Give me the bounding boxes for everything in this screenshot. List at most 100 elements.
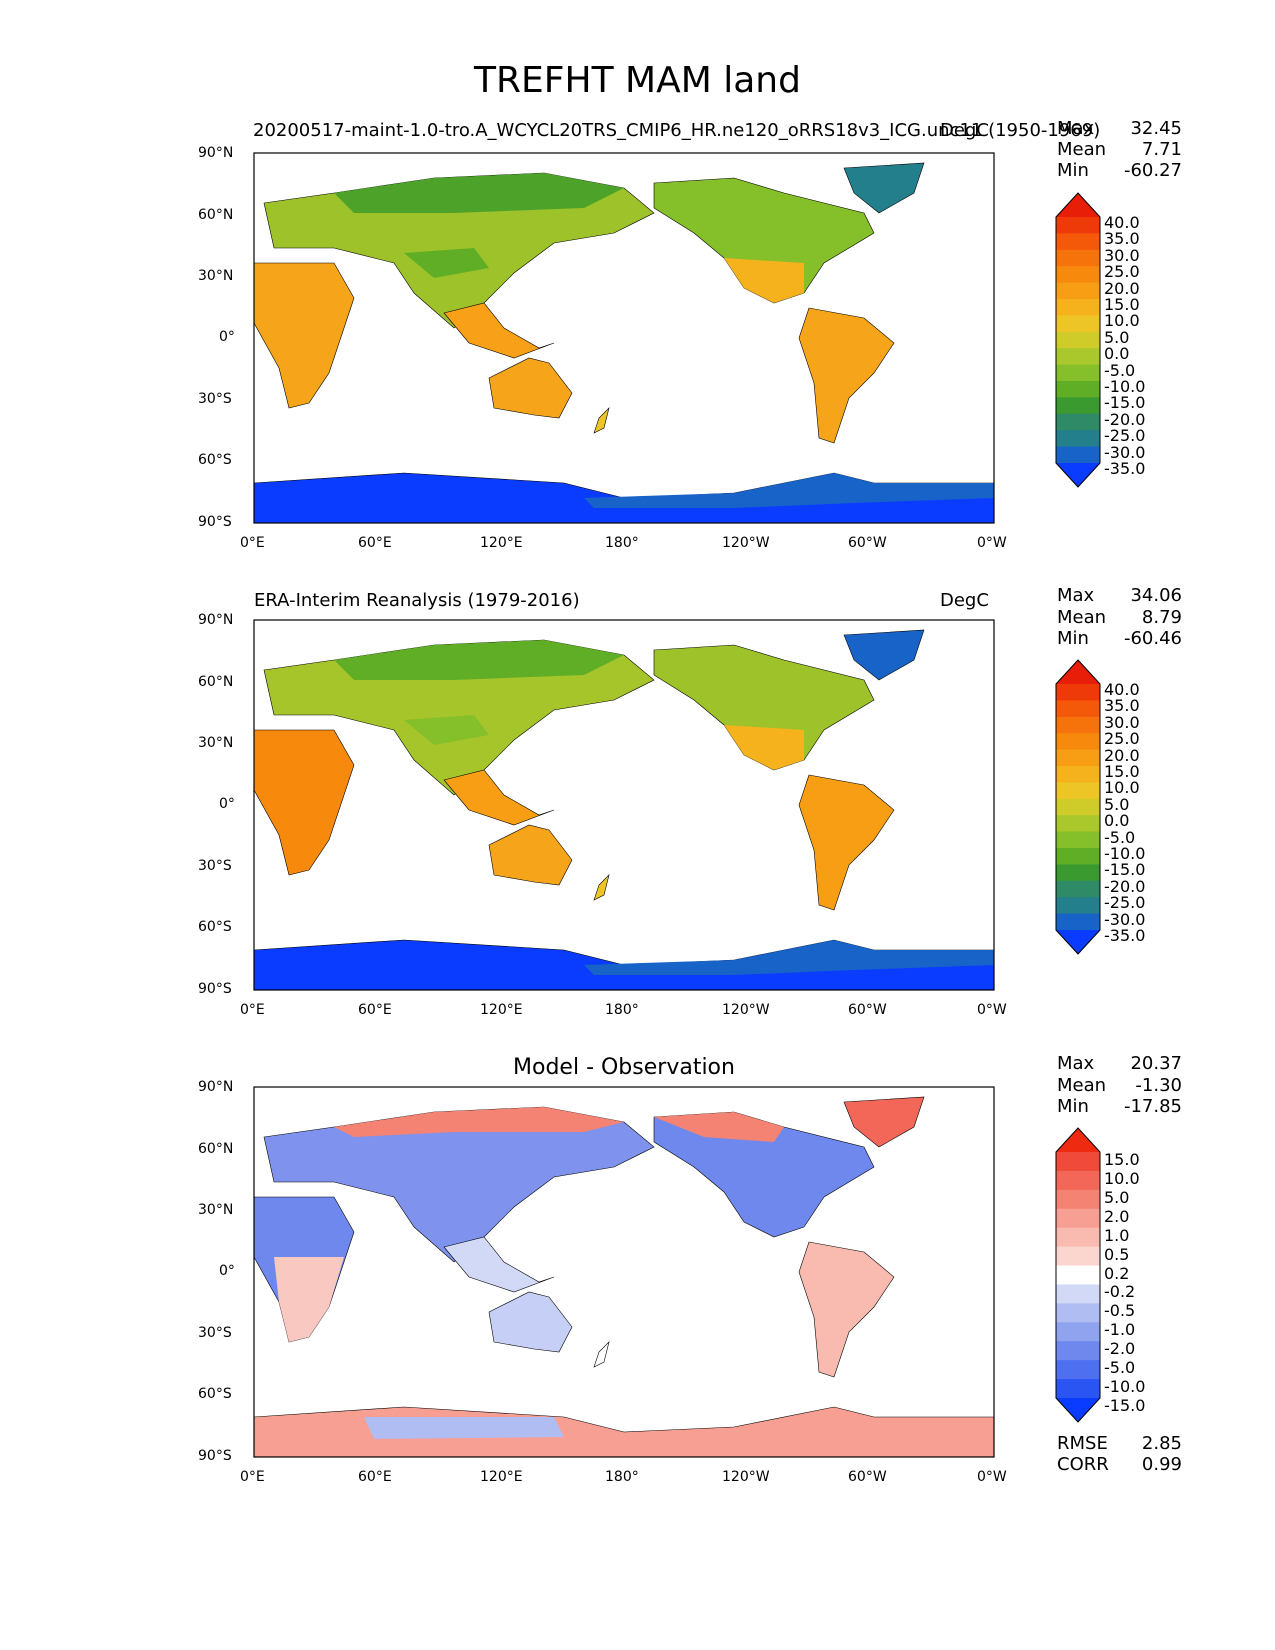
colorbar-segment bbox=[1056, 1322, 1100, 1342]
p2-lon-tick: 120°E bbox=[480, 1002, 523, 1018]
colorbar-tick-label: -25.0 bbox=[1104, 893, 1146, 913]
panel1-max-label: Max bbox=[1057, 118, 1095, 139]
colorbar-tick-label: 20.0 bbox=[1104, 745, 1140, 765]
p1-lon-tick: 60°W bbox=[848, 535, 887, 551]
colorbar-extend-top bbox=[1056, 193, 1100, 217]
panel2-units: DegC bbox=[940, 590, 989, 611]
panel3-se-asia bbox=[443, 1236, 555, 1293]
colorbar-tick-label: -35.0 bbox=[1104, 926, 1146, 945]
p3-lat-tick: 60°S bbox=[198, 1386, 232, 1402]
colorbar-tick-label: 40.0 bbox=[1104, 680, 1140, 699]
p2-lat-tick: 90°N bbox=[198, 612, 234, 628]
colorbar-tick-label: 15.0 bbox=[1104, 295, 1140, 314]
colorbar-tick-label: 1.0 bbox=[1104, 1225, 1130, 1245]
colorbar-tick-label: 0.5 bbox=[1104, 1244, 1130, 1264]
p2-lon-tick: 0°W bbox=[977, 1002, 1007, 1018]
colorbar-outline bbox=[1055, 1127, 1101, 1423]
colorbar-tick-label: 2.0 bbox=[1104, 1206, 1130, 1226]
colorbar-tick-label: 35.0 bbox=[1104, 229, 1140, 249]
p1-lon-tick: 120°W bbox=[722, 535, 770, 551]
panel3-mean-value: -1.30 bbox=[1135, 1075, 1182, 1096]
colorbar-segment bbox=[1056, 1379, 1100, 1399]
colorbar-segment bbox=[1056, 716, 1100, 734]
panel1-antarctica-coast bbox=[584, 473, 994, 508]
p1-lon-tick: 120°E bbox=[480, 535, 523, 551]
colorbar-tick-label: -30.0 bbox=[1104, 442, 1146, 462]
colorbar-tick-label: 0.2 bbox=[1104, 1263, 1130, 1283]
rmse-label: RMSE bbox=[1057, 1433, 1108, 1454]
colorbar-segment bbox=[1056, 1170, 1100, 1191]
corr-value: 0.99 bbox=[1141, 1454, 1182, 1475]
colorbar-tick-label: 25.0 bbox=[1104, 729, 1140, 749]
colorbar-segment bbox=[1056, 1284, 1100, 1304]
panel3-min-value: -17.85 bbox=[1123, 1096, 1182, 1117]
panel1-colorbar bbox=[1055, 192, 1101, 488]
colorbar-segment bbox=[1056, 749, 1100, 767]
colorbar-tick-label: -1.0 bbox=[1104, 1320, 1136, 1340]
panel1-south-america bbox=[798, 307, 895, 444]
p3-lat-tick: 30°S bbox=[198, 1325, 232, 1341]
colorbar-segment bbox=[1056, 446, 1100, 464]
panel3-australia bbox=[488, 1291, 573, 1353]
colorbar-outline bbox=[1055, 192, 1101, 488]
p3-lon-tick: 60°W bbox=[848, 1469, 887, 1485]
colorbar-extend-bottom bbox=[1056, 463, 1100, 487]
colorbar-extend-top bbox=[1056, 1128, 1100, 1152]
colorbar-tick-label: 10.0 bbox=[1104, 311, 1140, 331]
p3-lat-tick: 90°N bbox=[198, 1079, 234, 1095]
panel1-mean-value: 7.71 bbox=[1141, 139, 1182, 160]
p1-lon-tick: 180° bbox=[605, 535, 639, 551]
colorbar-segment bbox=[1056, 1152, 1100, 1172]
colorbar-tick-label: 35.0 bbox=[1104, 696, 1140, 716]
colorbar-segment bbox=[1056, 766, 1100, 783]
panel1-mean-label: Mean bbox=[1057, 139, 1107, 160]
colorbar-segment bbox=[1056, 381, 1100, 398]
rmse-value: 2.85 bbox=[1141, 1433, 1182, 1454]
colorbar-tick-label: 20.0 bbox=[1104, 278, 1140, 298]
colorbar-tick-label: 5.0 bbox=[1104, 327, 1130, 347]
colorbar-segment bbox=[1056, 913, 1100, 931]
colorbar-segment bbox=[1056, 1265, 1100, 1285]
panel2-na-south bbox=[724, 725, 804, 770]
colorbar-segment bbox=[1056, 815, 1100, 833]
colorbar-segment bbox=[1056, 684, 1100, 701]
colorbar-segment bbox=[1056, 864, 1100, 882]
colorbar-tick-label: 10.0 bbox=[1104, 1168, 1140, 1188]
panel1-title: 20200517-maint-1.0-tro.A_WCYCL20TRS_CMIP… bbox=[253, 120, 1101, 141]
p1-lat-tick: 30°N bbox=[198, 268, 234, 284]
p2-lat-tick: 60°S bbox=[198, 919, 232, 935]
colorbar-tick-label: -25.0 bbox=[1104, 426, 1146, 446]
colorbar-segment bbox=[1056, 798, 1100, 816]
colorbar-tick-label: 40.0 bbox=[1104, 213, 1140, 232]
panel1-se-asia bbox=[443, 302, 555, 359]
colorbar-tick-label: -5.0 bbox=[1104, 1358, 1136, 1378]
colorbar-segment bbox=[1056, 266, 1100, 284]
p2-lon-tick: 60°E bbox=[358, 1002, 392, 1018]
colorbar-segment bbox=[1056, 282, 1100, 300]
colorbar-segment bbox=[1056, 217, 1100, 234]
panel2-australia bbox=[488, 824, 573, 886]
colorbar-segment bbox=[1056, 348, 1100, 366]
panel2-min-label: Min bbox=[1057, 628, 1089, 649]
colorbar-tick-label: 15.0 bbox=[1104, 1150, 1140, 1169]
colorbar-segment bbox=[1056, 331, 1100, 349]
colorbar-segment bbox=[1056, 430, 1100, 448]
p3-lat-tick: 30°N bbox=[198, 1202, 234, 1218]
p3-lon-tick: 180° bbox=[605, 1469, 639, 1485]
p3-lat-tick: 60°N bbox=[198, 1141, 234, 1157]
colorbar-segment bbox=[1056, 299, 1100, 316]
panel1-greenland bbox=[843, 162, 925, 214]
colorbar-segment bbox=[1056, 1303, 1100, 1323]
p1-lat-tick: 60°N bbox=[198, 207, 234, 223]
p2-lat-tick: 30°N bbox=[198, 735, 234, 751]
panel2-south-america bbox=[798, 774, 895, 911]
colorbar-tick-label: 0.0 bbox=[1104, 811, 1130, 831]
p1-lon-tick: 0°E bbox=[240, 535, 265, 551]
p2-lat-tick: 0° bbox=[219, 796, 235, 812]
panel3-south-america bbox=[798, 1241, 895, 1378]
colorbar-segment bbox=[1056, 1189, 1100, 1210]
panel2-new-zealand bbox=[593, 874, 610, 901]
colorbar-segment bbox=[1056, 782, 1100, 800]
colorbar-tick-label: -35.0 bbox=[1104, 459, 1146, 478]
panel1-new-zealand bbox=[593, 407, 610, 434]
